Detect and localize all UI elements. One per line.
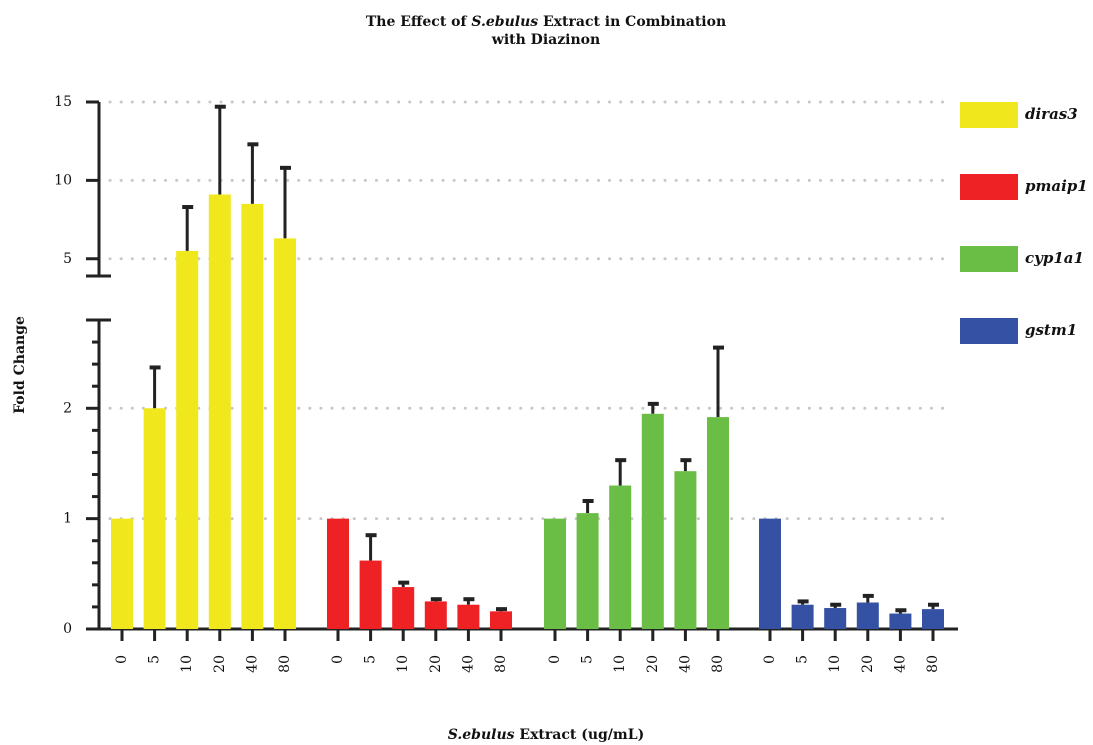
legend-swatch (960, 174, 1018, 200)
x-tick-label: 80 (493, 655, 509, 673)
legend-swatch (960, 246, 1018, 272)
legend-swatch (960, 318, 1018, 344)
y-tick-label: 1 (63, 511, 72, 527)
x-tick-label: 40 (677, 655, 693, 673)
legend-label: gstm1 (1025, 321, 1077, 339)
bar (609, 485, 632, 629)
bar (707, 417, 729, 629)
bar (392, 587, 415, 629)
bar (241, 203, 264, 629)
bar (359, 560, 382, 629)
bar (641, 413, 664, 629)
x-tick-label: 20 (860, 655, 876, 673)
bar (457, 604, 480, 629)
bar (922, 609, 944, 629)
x-tick-label: 5 (363, 655, 379, 664)
x-tick-label: 20 (212, 655, 228, 673)
y-tick-label: 5 (63, 251, 72, 267)
chart-title: with Diazinon (491, 32, 600, 48)
bar (143, 408, 166, 629)
x-tick-label: 5 (147, 655, 163, 664)
x-axis-label: S.ebulus Extract (ug/mL) (448, 727, 644, 743)
x-label-part: S.ebulus (448, 727, 515, 743)
legend-label: cyp1a1 (1025, 249, 1084, 267)
x-label-part: Extract (ug/mL) (515, 727, 645, 743)
legend-swatch (960, 102, 1018, 128)
bar (576, 513, 599, 629)
x-tick-label: 5 (580, 655, 596, 664)
x-tick-label: 10 (179, 655, 195, 673)
bar (544, 518, 566, 629)
x-tick-label: 5 (795, 655, 811, 664)
legend-label: diras3 (1025, 105, 1078, 123)
x-tick-label: 80 (277, 655, 293, 673)
bar (759, 518, 781, 629)
x-tick-label: 10 (827, 655, 843, 673)
y-tick-label: 2 (63, 400, 72, 416)
bar (490, 611, 512, 629)
bar (176, 250, 199, 629)
x-tick-label: 80 (925, 655, 941, 673)
x-tick-label: 20 (428, 655, 444, 673)
x-tick-label: 0 (762, 655, 778, 664)
y-tick-label: 15 (54, 94, 72, 110)
x-tick-label: 0 (330, 655, 346, 664)
bar (791, 604, 814, 629)
title-part: The Effect of (366, 14, 472, 30)
bar (274, 238, 296, 630)
y-tick-label: 10 (54, 172, 72, 188)
legend-label: pmaip1 (1025, 177, 1088, 195)
x-tick-label: 10 (612, 655, 628, 673)
bar (824, 608, 847, 629)
x-tick-label: 20 (645, 655, 661, 673)
title-part: Extract in Combination (538, 14, 726, 30)
bar (327, 518, 349, 629)
x-tick-label: 80 (710, 655, 726, 673)
y-tick-label: 0 (63, 621, 72, 637)
bar (208, 194, 231, 629)
bar (856, 602, 879, 629)
bar (424, 601, 447, 629)
bar (674, 471, 697, 629)
chart-title: The Effect of S.ebulus Extract in Combin… (366, 14, 726, 30)
x-tick-label: 10 (395, 655, 411, 673)
x-tick-label: 0 (114, 655, 130, 664)
y-axis-label: Fold Change (12, 316, 28, 414)
title-part: S.ebulus (471, 14, 538, 30)
bar (111, 518, 133, 629)
bar (889, 613, 912, 629)
x-tick-label: 0 (547, 655, 563, 664)
x-tick-label: 40 (244, 655, 260, 673)
x-tick-label: 40 (460, 655, 476, 673)
x-tick-label: 40 (892, 655, 908, 673)
